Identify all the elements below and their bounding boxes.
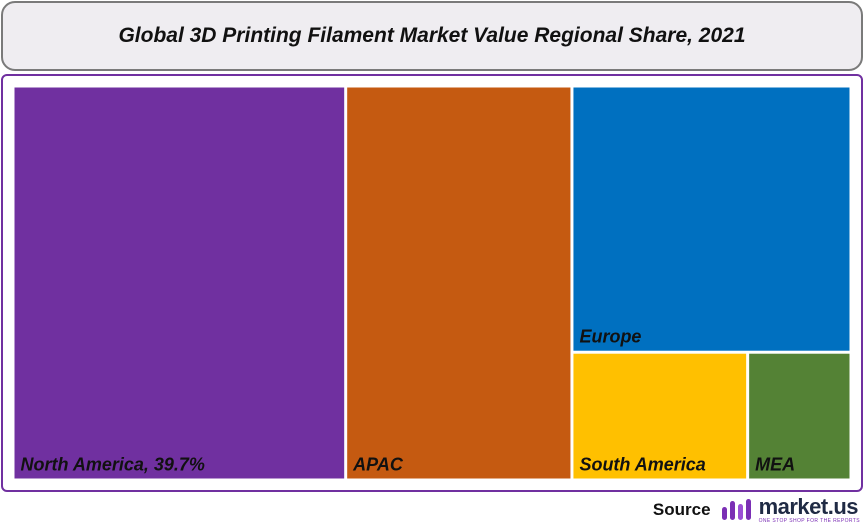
treemap-chart: North America, 39.7% APAC Europe South Amer… (14, 87, 850, 479)
treemap-tile-europe: Europe (573, 87, 850, 351)
treemap-label-apac: APAC (352, 455, 404, 475)
brand-block: market.us ONE STOP SHOP FOR THE REPORTS (759, 496, 860, 524)
brand-tagline: ONE STOP SHOP FOR THE REPORTS (758, 518, 860, 524)
treemap-tile-north-america: North America, 39.7% (14, 87, 345, 479)
source-label: Source (652, 500, 711, 519)
treemap-tile-south-america: South America (573, 353, 747, 479)
treemap-tile-mea: MEA (749, 353, 850, 479)
chart-title: Global 3D Printing Filament Market Value… (118, 24, 746, 47)
chart-title-box: Global 3D Printing Filament Market Value… (1, 1, 863, 71)
treemap-label-mea: MEA (755, 455, 795, 475)
treemap-rect-europe (573, 87, 850, 351)
treemap-label-south-america: South America (579, 455, 705, 475)
treemap-rect-mea (749, 353, 850, 479)
chart-frame: North America, 39.7% APAC Europe South Amer… (1, 74, 863, 492)
treemap-rect-north-america (14, 87, 345, 479)
treemap-rect-south-america (573, 353, 747, 479)
treemap-tile-apac: APAC (347, 87, 571, 479)
treemap-label-north-america: North America, 39.7% (21, 455, 205, 475)
market-us-logo-icon (721, 499, 751, 520)
treemap-label-europe: Europe (579, 327, 641, 347)
brand-name: market.us (758, 494, 859, 519)
treemap-rect-apac (347, 87, 571, 479)
source-footer: Source market.us ONE STOP SHOP FOR THE R… (653, 496, 860, 524)
